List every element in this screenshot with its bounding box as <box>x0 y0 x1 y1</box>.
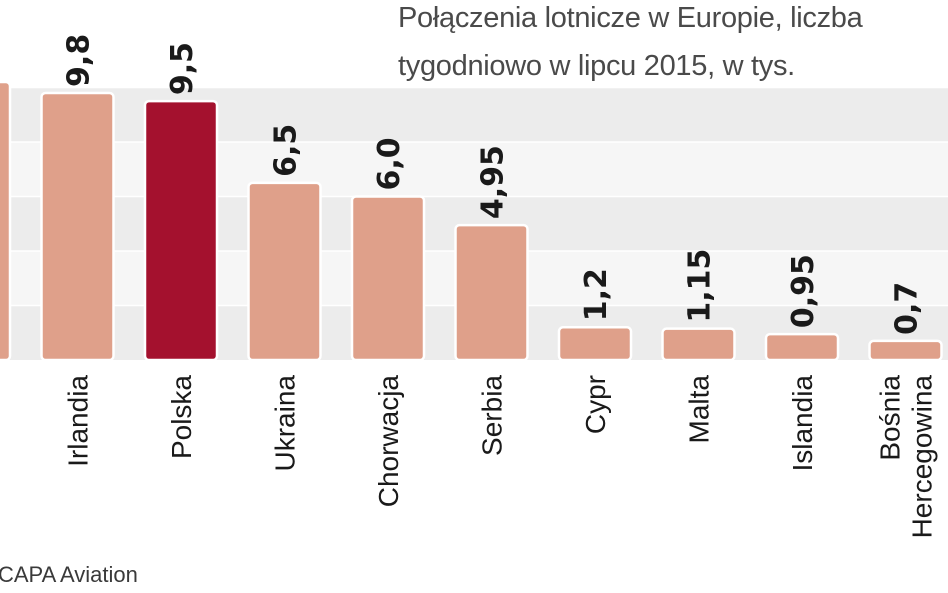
category-labels-group: Irlandia Polska Ukraina Chorwacja Serbia Cypr… <box>63 375 938 539</box>
category-label: Ukraina <box>270 375 301 472</box>
source-credit: CAPA Aviation <box>0 562 138 587</box>
plot-band <box>0 87 948 142</box>
bar <box>454 223 529 362</box>
value-label: 0,95 <box>786 254 821 328</box>
bars-group <box>0 80 943 362</box>
category-label: Malta <box>684 375 715 444</box>
category-label: Bośnia <box>875 375 906 461</box>
value-label: 9,8 <box>62 34 97 87</box>
bar <box>661 327 736 362</box>
category-label: Hercegowina <box>907 375 938 539</box>
bar <box>868 339 943 362</box>
value-label: 6,0 <box>372 137 407 190</box>
bar <box>557 326 633 362</box>
category-label: Islandia <box>787 375 818 472</box>
value-label: 9,5 <box>165 42 200 95</box>
category-label: Irlandia <box>63 375 94 467</box>
category-label: Polska <box>166 375 197 459</box>
chart-title-line-1: Połączenia lotnicze w Europie, liczba <box>398 2 863 34</box>
value-label: 0,7 <box>890 282 925 335</box>
category-label: Serbia <box>477 375 508 456</box>
value-label: 4,95 <box>476 145 511 219</box>
bar <box>143 99 219 362</box>
bar <box>350 195 426 362</box>
value-label: 1,2 <box>579 268 614 321</box>
value-labels-group: 9,8 9,5 6,5 6,0 4,95 1,2 1,15 0,95 0,7 <box>62 34 925 335</box>
value-label: 6,5 <box>269 124 304 177</box>
category-label: Cypr <box>580 375 611 434</box>
chart-title-line-2: tygodniowo w lipcu 2015, w tys. <box>398 50 795 82</box>
bar <box>40 91 115 362</box>
category-label: Chorwacja <box>373 375 404 508</box>
bar <box>0 80 12 362</box>
bar <box>247 181 322 362</box>
bar <box>764 332 840 362</box>
value-label: 1,15 <box>683 249 718 323</box>
plot-band <box>0 142 948 197</box>
